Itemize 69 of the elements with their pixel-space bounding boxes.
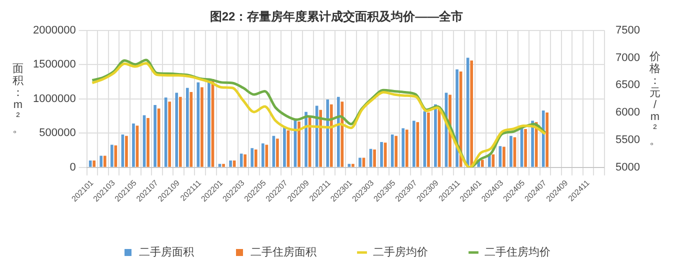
bar — [186, 88, 189, 167]
bar — [348, 164, 351, 167]
bar — [265, 144, 268, 167]
bar — [103, 156, 106, 167]
bar — [168, 102, 172, 167]
bar — [200, 87, 204, 167]
y2-axis-title: 价格：元/m²。 — [648, 50, 660, 147]
bar — [218, 164, 222, 167]
bar — [250, 148, 254, 167]
legend-label: 二手住房面积 — [250, 246, 316, 259]
bar — [373, 150, 376, 167]
bar — [531, 120, 534, 167]
bar — [434, 104, 437, 167]
bar — [244, 154, 247, 167]
bar — [100, 156, 103, 167]
bar — [524, 128, 527, 167]
bar — [319, 110, 322, 167]
y-tick-label: 1500000 — [32, 58, 76, 71]
y2-tick-label: 6000 — [616, 106, 640, 119]
bar — [427, 112, 430, 167]
bar — [405, 130, 408, 167]
legend-label: 二手房均价 — [373, 246, 428, 259]
bar — [222, 164, 225, 167]
y-tick-label: 500000 — [39, 127, 76, 140]
bar — [276, 138, 279, 167]
y2-tick-label: 6500 — [616, 79, 640, 92]
bar — [92, 160, 96, 167]
bar — [175, 92, 178, 167]
bar — [88, 160, 92, 167]
bar — [326, 100, 330, 167]
bar — [154, 105, 156, 167]
bar — [412, 120, 416, 167]
bar — [304, 112, 308, 167]
bar — [380, 142, 383, 167]
bar — [261, 143, 264, 167]
y-axis-title: 面积：m²。 — [12, 62, 24, 135]
bar — [546, 112, 549, 167]
bar — [470, 60, 474, 167]
bar — [254, 150, 258, 167]
bar — [132, 124, 135, 167]
y2-tick-label: 7000 — [616, 52, 640, 64]
bar — [283, 128, 286, 167]
bar — [336, 96, 340, 167]
bar — [394, 136, 398, 167]
legend-label: 二手房面积 — [139, 246, 194, 259]
bar — [402, 128, 405, 167]
bar — [352, 164, 354, 167]
bar — [240, 154, 243, 167]
bar — [146, 118, 150, 167]
legend-label: 二手住房均价 — [484, 246, 550, 259]
y2-tick-label: 7500 — [616, 24, 640, 36]
bar — [330, 104, 333, 167]
bar — [232, 160, 236, 167]
bar — [110, 144, 114, 167]
bar — [480, 160, 484, 167]
bar — [510, 136, 512, 167]
bar — [298, 121, 300, 167]
bar — [502, 146, 506, 167]
bar — [456, 69, 458, 167]
chart-title: 图22：存量房年度累计成交面积及均价——全市 — [210, 10, 464, 24]
bar — [358, 158, 362, 167]
y-tick-label: 1000000 — [32, 92, 76, 105]
bar — [229, 160, 232, 167]
y2-tick-label: 5000 — [616, 161, 640, 174]
y-tick-label: 0 — [70, 161, 76, 174]
bar — [125, 136, 128, 167]
bar — [178, 96, 182, 167]
y-tick-label: 2000000 — [32, 24, 76, 36]
y2-tick-label: 5500 — [616, 134, 640, 146]
